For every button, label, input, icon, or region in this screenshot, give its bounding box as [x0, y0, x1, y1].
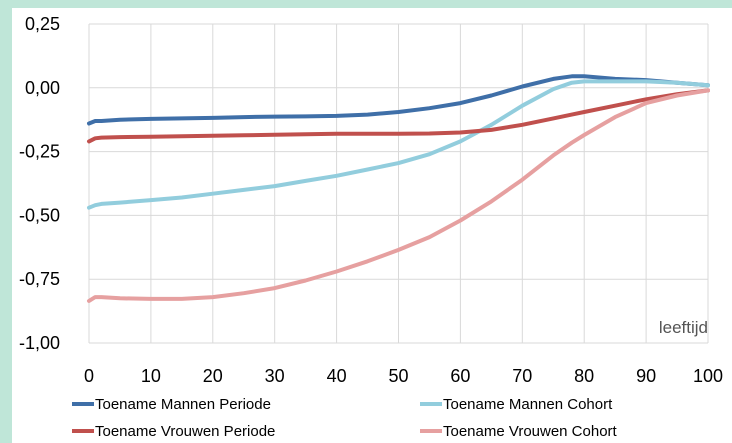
legend-label: Toename Vrouwen Periode — [95, 423, 275, 440]
x-axis-ticks: 0 10 20 30 40 50 60 70 80 90 100 — [84, 366, 723, 386]
x-tick-label: 40 — [327, 366, 347, 386]
gridlines — [88, 23, 709, 344]
legend-label: Toename Vrouwen Cohort — [443, 423, 618, 440]
x-tick-label: 90 — [636, 366, 656, 386]
series-line — [87, 88, 710, 303]
x-tick-label: 80 — [574, 366, 594, 386]
x-axis-label: leeftijd — [659, 318, 708, 337]
x-tick-label: 0 — [84, 366, 94, 386]
series-line — [87, 88, 710, 144]
y-tick-label: -0,25 — [19, 142, 60, 162]
x-tick-label: 30 — [265, 366, 285, 386]
legend: Toename Mannen Periode Toename Mannen Coh… — [72, 396, 618, 440]
x-tick-label: 10 — [141, 366, 161, 386]
x-tick-label: 60 — [450, 366, 470, 386]
series-line — [87, 74, 710, 126]
x-tick-label: 20 — [203, 366, 223, 386]
y-tick-label: -0,50 — [19, 205, 60, 225]
series-line — [87, 79, 710, 210]
y-tick-label: -1,00 — [19, 333, 60, 353]
y-tick-label: -0,75 — [19, 269, 60, 289]
y-tick-label: 0,25 — [25, 14, 60, 34]
legend-label: Toename Mannen Periode — [95, 396, 271, 413]
y-axis-ticks: 0,25 0,00 -0,25 -0,50 -0,75 -1,00 — [19, 14, 60, 353]
x-tick-label: 70 — [512, 366, 532, 386]
x-tick-label: 100 — [693, 366, 723, 386]
y-tick-label: 0,00 — [25, 78, 60, 98]
x-tick-label: 50 — [388, 366, 408, 386]
legend-label: Toename Mannen Cohort — [443, 396, 613, 413]
series-lines — [87, 74, 710, 303]
